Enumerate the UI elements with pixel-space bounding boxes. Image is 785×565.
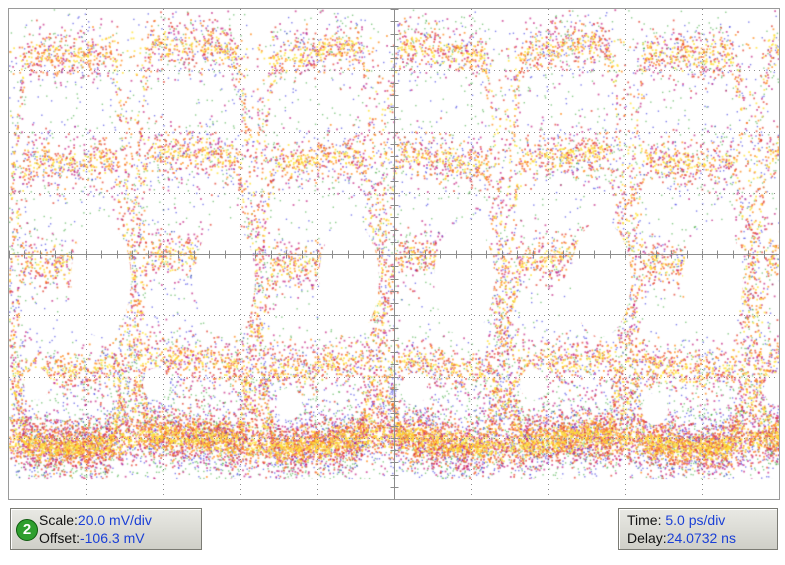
offset-row: Offset:-106.3 mV	[39, 529, 145, 547]
graticule	[9, 9, 779, 499]
delay-row: Delay:24.0732 ns	[627, 529, 736, 547]
time-label: Time:	[627, 512, 662, 528]
delay-label: Delay:	[627, 530, 667, 546]
channel-number-badge[interactable]: 2	[16, 519, 38, 541]
scale-value: 20.0 mV/div	[77, 512, 152, 528]
timebase-readout[interactable]: Time: 5.0 ps/div Delay:24.0732 ns	[618, 508, 778, 550]
offset-label: Offset:	[39, 530, 80, 546]
channel-readout[interactable]: 2 Scale:20.0 mV/div Offset:-106.3 mV	[10, 508, 202, 550]
scale-label: Scale:	[39, 512, 78, 528]
offset-value: -106.3 mV	[79, 530, 145, 546]
waveform-display[interactable]	[8, 8, 780, 500]
time-row: Time: 5.0 ps/div	[627, 511, 725, 529]
time-value: 5.0 ps/div	[665, 512, 726, 528]
delay-value: 24.0732 ns	[666, 530, 736, 546]
scale-row: Scale:20.0 mV/div	[39, 511, 152, 529]
